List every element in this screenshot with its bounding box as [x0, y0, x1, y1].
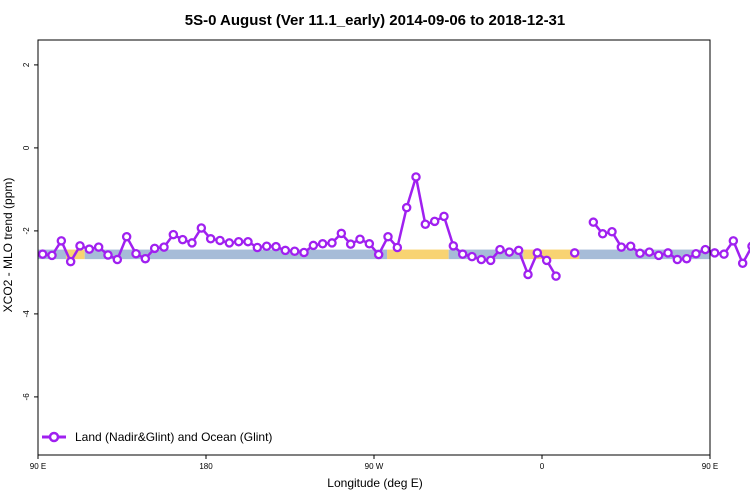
data-point	[551, 271, 561, 281]
x-axis: 90 E 180 90 W 0 90 E	[30, 455, 718, 471]
data-point	[140, 253, 151, 264]
y-tick-label: -4	[22, 310, 31, 318]
data-point	[691, 248, 701, 259]
data-point	[177, 234, 188, 245]
data-point	[168, 229, 179, 240]
data-point	[532, 248, 543, 258]
data-point	[635, 248, 645, 259]
data-point	[261, 241, 272, 252]
chart-title: 5S-0 August (Ver 11.1_early) 2014-09-06 …	[185, 12, 566, 29]
data-point	[504, 247, 515, 257]
data-point	[131, 248, 141, 259]
data-point	[289, 246, 300, 256]
legend-marker-swatch	[48, 431, 60, 443]
data-point	[364, 239, 375, 249]
y-tick-label: 2	[22, 62, 31, 67]
data-point	[280, 245, 291, 256]
data-point	[663, 248, 673, 258]
data-point	[485, 255, 496, 266]
x-tick-label: 0	[540, 462, 545, 471]
data-point	[719, 249, 729, 259]
y-tick-label: 0	[22, 145, 31, 150]
data-point	[653, 250, 664, 261]
data-point	[700, 244, 711, 255]
data-point	[93, 242, 104, 252]
y-axis: 2 0 -2 -4 -6	[22, 62, 38, 400]
data-point	[159, 242, 169, 252]
data-point	[327, 238, 337, 248]
data-point	[709, 248, 720, 258]
data-point	[448, 241, 459, 251]
data-point	[56, 236, 67, 246]
data-point	[215, 235, 225, 246]
data-point	[317, 239, 328, 249]
data-point	[383, 231, 393, 242]
band-land	[523, 249, 580, 260]
data-point	[75, 241, 85, 251]
series-layer	[37, 172, 750, 281]
data-point	[541, 255, 552, 266]
data-point	[149, 243, 160, 254]
data-point	[513, 245, 524, 256]
x-tick-label: 90 E	[30, 462, 46, 471]
data-point	[495, 244, 505, 255]
data-point	[616, 242, 627, 252]
x-tick-label: 180	[199, 462, 213, 471]
data-point	[401, 202, 412, 213]
data-point	[411, 172, 421, 182]
band-ocean	[579, 249, 710, 260]
data-point	[569, 248, 580, 258]
data-point	[196, 223, 207, 233]
data-point	[597, 229, 608, 239]
data-point	[84, 244, 95, 254]
data-point	[373, 249, 384, 260]
data-point	[308, 240, 319, 251]
data-point	[523, 269, 533, 280]
data-point	[728, 236, 739, 246]
data-point	[345, 239, 356, 249]
data-point	[588, 217, 599, 227]
data-point	[429, 216, 440, 227]
data-point	[476, 254, 487, 265]
data-point	[439, 211, 449, 222]
legend-label: Land (Nadir&Glint) and Ocean (Glint)	[75, 430, 272, 444]
data-point	[112, 254, 123, 265]
data-point	[121, 231, 132, 242]
data-point	[607, 226, 617, 237]
data-point	[205, 234, 216, 244]
data-point	[243, 236, 253, 247]
data-point	[103, 250, 113, 260]
y-axis-label: XCO2 - MLO trend (ppm)	[1, 178, 15, 313]
x-tick-label: 90 E	[702, 462, 718, 471]
data-point	[299, 247, 309, 258]
data-point	[644, 247, 655, 257]
data-point	[336, 228, 347, 239]
data-point	[467, 251, 477, 262]
data-point	[37, 249, 48, 259]
data-point	[457, 249, 468, 259]
data-point	[187, 238, 197, 248]
data-point	[681, 253, 692, 264]
data-point	[47, 250, 57, 261]
data-point	[420, 219, 431, 230]
legend: Land (Nadir&Glint) and Ocean (Glint)	[42, 430, 272, 444]
x-axis-label: Longitude (deg E)	[327, 476, 422, 490]
y-tick-label: -6	[22, 393, 31, 401]
band-ocean	[84, 249, 388, 260]
band-ocean	[448, 249, 524, 260]
data-point	[672, 254, 683, 265]
data-point	[224, 238, 235, 248]
data-point	[355, 234, 365, 244]
data-point	[625, 241, 636, 252]
data-point	[252, 242, 263, 253]
x-tick-label: 90 W	[365, 462, 384, 471]
band-land	[387, 249, 449, 260]
data-point	[392, 242, 403, 253]
data-point	[233, 236, 244, 247]
y-tick-label: -2	[22, 227, 31, 235]
data-point	[271, 241, 281, 252]
data-point	[737, 258, 748, 269]
data-point	[65, 256, 76, 267]
